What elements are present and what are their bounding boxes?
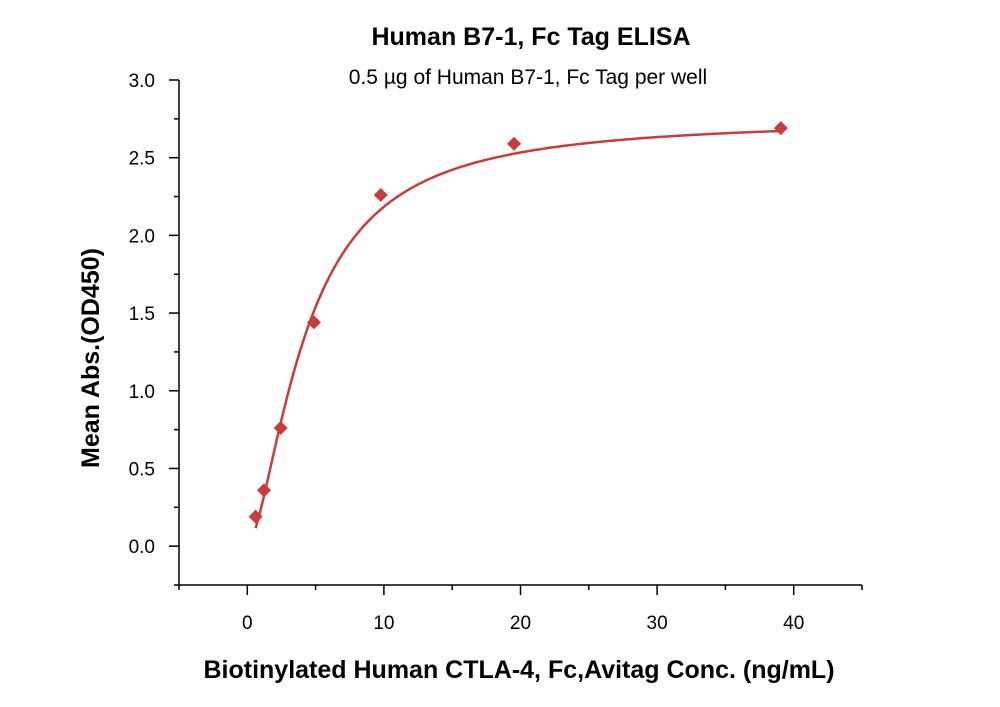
y-tick-label: 1.5 <box>129 304 155 325</box>
tick-labels-layer: 0.0 0.5 1.0 1.5 2.0 2.5 3.0 0 10 20 30 40 <box>129 71 805 634</box>
y-tick-label: 2.0 <box>129 226 155 247</box>
y-axis-title: Mean Abs.(OD450) <box>77 248 105 468</box>
data-point <box>507 136 522 151</box>
y-tick-label: 0.5 <box>129 459 155 480</box>
data-point <box>773 121 788 136</box>
x-tick-label: 30 <box>647 613 668 634</box>
data-point <box>373 187 388 202</box>
x-tick-label: 20 <box>510 613 531 634</box>
fit-curve <box>254 129 781 529</box>
data-point <box>248 509 263 524</box>
data-point <box>306 315 321 330</box>
chart-subtitle: 0.5 µg of Human B7-1, Fc Tag per well <box>349 66 707 89</box>
y-tick-label: 3.0 <box>129 71 155 92</box>
x-tick-label: 0 <box>242 613 253 634</box>
y-tick-label: 2.5 <box>129 149 155 170</box>
x-tick-label: 40 <box>783 613 804 634</box>
data-point <box>256 483 271 498</box>
y-tick-label: 1.0 <box>129 382 155 403</box>
data-points-layer <box>248 121 788 524</box>
x-axis-title: Biotinylated Human CTLA-4, Fc,Avitag Con… <box>203 656 834 684</box>
ticks-layer <box>169 79 863 595</box>
y-tick-label: 0.0 <box>129 537 155 558</box>
x-tick-label: 10 <box>373 613 394 634</box>
chart-title: Human B7-1, Fc Tag ELISA <box>371 23 690 51</box>
data-point <box>273 421 288 436</box>
